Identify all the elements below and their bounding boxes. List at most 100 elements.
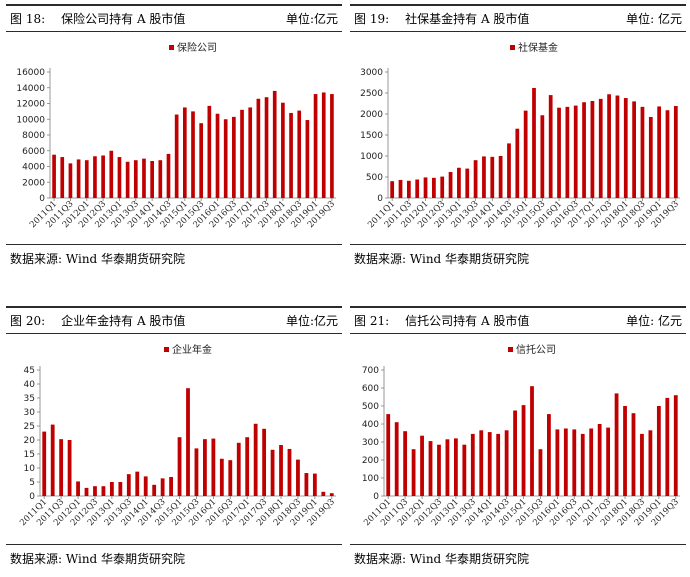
y-tick-label: 100 bbox=[362, 474, 379, 484]
bar bbox=[462, 444, 467, 496]
bar bbox=[133, 160, 138, 198]
bar bbox=[632, 101, 636, 198]
bar bbox=[68, 163, 73, 198]
bar bbox=[256, 98, 261, 198]
bar bbox=[448, 171, 453, 198]
bar bbox=[589, 428, 594, 496]
y-tick-label: 0 bbox=[373, 492, 379, 502]
divider bbox=[6, 544, 342, 545]
data-source: 数据来源: Wind 华泰期货研究院 bbox=[10, 252, 186, 266]
bar bbox=[279, 445, 283, 496]
bar bbox=[143, 476, 148, 496]
bar bbox=[174, 114, 179, 198]
bar bbox=[582, 102, 586, 198]
bar bbox=[152, 484, 157, 496]
bar bbox=[523, 110, 528, 198]
bar bbox=[270, 449, 275, 496]
figure-label: 图 18: bbox=[10, 12, 46, 26]
y-tick-label: 35 bbox=[24, 394, 35, 404]
bar bbox=[329, 493, 334, 496]
bar bbox=[540, 115, 545, 198]
bar bbox=[126, 474, 131, 496]
bar bbox=[557, 107, 561, 198]
bar bbox=[304, 473, 309, 496]
panel-header: 图 18: 保险公司持有 A 股市值 单位:亿元 bbox=[6, 4, 342, 32]
bar bbox=[245, 437, 250, 496]
data-source: 数据来源: Wind 华泰期货研究院 bbox=[354, 552, 530, 566]
y-tick-label: 16000 bbox=[16, 68, 45, 78]
bar bbox=[232, 116, 236, 198]
bar bbox=[321, 92, 326, 198]
bar bbox=[465, 168, 470, 198]
figure-title: 企业年金持有 A 股市值 bbox=[61, 314, 186, 328]
bar bbox=[445, 439, 450, 496]
bar bbox=[109, 150, 114, 198]
legend-swatch bbox=[510, 45, 515, 50]
bar bbox=[42, 431, 47, 496]
bar bbox=[109, 482, 114, 496]
bar bbox=[240, 109, 244, 198]
figure-label: 图 19: bbox=[354, 12, 390, 26]
divider bbox=[350, 544, 686, 545]
divider bbox=[350, 244, 686, 245]
bar bbox=[203, 439, 207, 496]
bar bbox=[432, 177, 436, 198]
y-tick-label: 40 bbox=[24, 380, 36, 390]
bar bbox=[507, 143, 511, 198]
bar bbox=[573, 105, 578, 198]
bar bbox=[321, 491, 326, 496]
figure-label: 图 21: bbox=[354, 314, 390, 328]
legend-label: 企业年金 bbox=[172, 343, 212, 356]
bar bbox=[262, 428, 267, 496]
y-tick-label: 1500 bbox=[360, 131, 383, 141]
bar bbox=[440, 176, 445, 198]
data-source: 数据来源: Wind 华泰期货研究院 bbox=[10, 552, 186, 566]
bar bbox=[253, 423, 258, 496]
bar bbox=[228, 460, 233, 496]
legend-label: 保险公司 bbox=[177, 41, 217, 54]
bar bbox=[631, 413, 636, 496]
y-tick-label: 8000 bbox=[22, 131, 45, 141]
y-tick-label: 30 bbox=[24, 408, 36, 418]
bar bbox=[182, 107, 187, 198]
bar bbox=[207, 105, 212, 198]
bar bbox=[580, 433, 585, 496]
bar bbox=[150, 160, 154, 198]
y-tick-label: 200 bbox=[362, 456, 379, 466]
bar bbox=[211, 438, 216, 496]
y-tick-label: 300 bbox=[362, 438, 379, 448]
y-tick-label: 2500 bbox=[360, 89, 383, 99]
bar bbox=[219, 458, 224, 496]
figure-title: 社保基金持有 A 股市值 bbox=[405, 12, 530, 26]
bar bbox=[305, 120, 310, 198]
y-tick-label: 500 bbox=[366, 173, 383, 183]
bar bbox=[59, 439, 64, 496]
figure-label: 图 20: bbox=[10, 314, 46, 328]
y-tick-label: 45 bbox=[24, 366, 35, 376]
bar bbox=[496, 433, 501, 496]
bar bbox=[296, 459, 300, 496]
bar bbox=[504, 430, 509, 496]
bar bbox=[215, 113, 220, 198]
chart-svg: 信托公司01002003004005006007002011Q12011Q320… bbox=[362, 343, 681, 528]
bar bbox=[532, 87, 536, 198]
bar bbox=[60, 157, 65, 198]
y-tick-label: 12000 bbox=[16, 100, 45, 110]
legend-label: 信托公司 bbox=[516, 343, 556, 356]
bar bbox=[665, 397, 670, 496]
bar bbox=[101, 155, 105, 198]
bar-chart: 社保基金 0 500 1000 1500 2000 2500 3000 2011Q1 2011Q3… bbox=[350, 32, 686, 236]
bar bbox=[287, 448, 292, 496]
bar-chart: 信托公司 0 100 200 300 400 500 600 700 2011Q1 2011Q3 20… bbox=[350, 334, 686, 538]
unit-label: 单位: 亿元 bbox=[626, 12, 682, 26]
bar bbox=[479, 430, 484, 496]
y-tick-label: 10 bbox=[24, 464, 36, 474]
bar bbox=[614, 393, 619, 496]
bar bbox=[191, 111, 195, 198]
panel-header: 图 19: 社保基金持有 A 股市值 单位: 亿元 bbox=[350, 4, 686, 32]
bar bbox=[513, 410, 517, 496]
bar bbox=[648, 116, 653, 198]
legend-label: 社保基金 bbox=[518, 41, 558, 54]
bar bbox=[453, 438, 458, 496]
bar bbox=[597, 424, 602, 496]
